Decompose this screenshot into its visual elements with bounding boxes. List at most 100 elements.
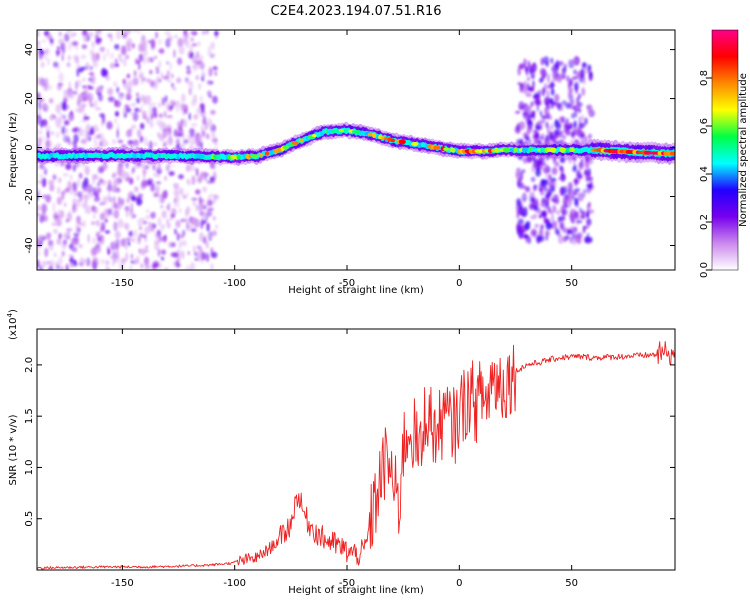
spectrogram-noise-blob [96,181,101,188]
spectrogram-noise-blob [153,172,156,177]
spectrogram-noise-blob [183,108,186,114]
spectrogram-ridge-peak [513,147,518,153]
spectrogram-noise-blob [176,263,181,268]
spectrogram-noise-blob [125,107,132,113]
spectrogram-noise-blob [64,187,70,193]
spectrogram-noise-blob [572,59,578,64]
spectrogram-noise-blob [190,37,195,42]
spectrogram-noise-blob [545,187,550,195]
spectrogram-noise-blob [97,93,103,102]
spectrogram-noise-blob [180,118,184,126]
spectrogram-noise-blob [37,248,41,258]
spectrogram-noise-blob [577,205,579,209]
spectrogram-noise-blob [118,196,121,205]
spectrogram-noise-blob [132,111,139,122]
spectrogram-noise-blob [214,142,218,147]
spectrogram-noise-blob [138,62,141,71]
spectrogram-noise-blob [43,103,48,109]
spectrogram-noise-blob [130,102,137,107]
spectrogram-noise-blob [122,107,126,116]
spectrogram-noise-blob [75,201,81,207]
snr-y-axis-label: SNR (10 * v/v) [8,414,19,485]
spectrogram-noise-blob [189,127,195,138]
spectrogram-noise-blob [115,248,120,256]
spectrogram-noise-blob [156,119,163,127]
spectrogram-noise-blob [148,140,153,151]
spectrogram-noise-blob [77,93,83,103]
spectrogram-noise-blob [157,235,162,243]
spectrogram-noise-blob [39,173,43,179]
spectrogram-noise-blob [191,197,198,201]
spectrogram-ridge-peak [299,138,304,143]
spectrogram-noise-blob [539,110,543,117]
spectrogram-noise-blob [112,212,119,217]
spectrogram-noise-blob [65,219,69,223]
spectrogram-noise-blob [114,242,120,250]
spectrogram-noise-blob [540,136,544,141]
spectrogram-noise-blob [83,177,89,188]
spectrogram-noise-blob [562,236,567,243]
spectrogram-noise-blob [89,65,94,71]
spectrogram-noise-blob [102,161,108,171]
spectrogram-noise-blob [88,31,94,38]
spectrogram-noise-blob [567,182,573,190]
spectrogram-noise-blob [125,93,132,98]
spectrogram-noise-blob [552,185,555,193]
spectrogram-noise-blob [164,267,169,270]
spectrogram-noise-blob [96,237,102,242]
spectrogram-noise-blob [208,66,213,76]
spectrogram-noise-blob [194,251,198,256]
spectrogram-noise-blob [126,41,131,49]
spectrogram-noise-blob [116,86,120,93]
spectrogram-noise-blob [155,31,159,39]
spectrogram-noise-blob [124,104,130,109]
spectrogram-noise-blob [538,119,544,124]
snr-y-ticks: 0.5 1.0 1.5 2.0 [24,357,675,527]
spectrogram-noise-blob [110,52,114,60]
spectrogram-noise-blob [558,61,564,66]
spectrogram-noise-blob [81,103,87,108]
spectrogram-noise-blob [205,240,209,249]
spectrogram-noise-blob [70,174,73,181]
spectrogram-noise-blob [62,173,69,177]
spectrogram-noise-blob [93,99,98,108]
spectrogram-noise-blob [73,133,79,143]
spectrogram-noise-blob [78,244,83,249]
spectrogram-ridge-peak [220,154,226,160]
spectrogram-noise-blob [150,183,156,192]
spectrogram-noise-blob [189,44,194,52]
spectrogram-x-axis-label: Height of straight line (km) [288,285,424,296]
spectrogram-noise-blob [90,74,96,85]
spectrogram-noise-blob [163,110,167,118]
spectrogram-noise-blob [49,139,53,149]
spectrogram-noise-blob [64,202,67,207]
spectrogram-noise-blob [115,111,119,117]
spectrogram-noise-blob [76,198,83,203]
spectrogram-noise-blob [97,241,102,247]
spectrogram-noise-blob [141,80,144,85]
spectrogram-noise-blob [58,72,64,82]
spectrogram-noise-blob [59,113,64,120]
spectrogram-noise-blob [61,53,64,62]
spectrogram-noise-blob [41,177,47,188]
spectrogram-noise-blob [110,33,113,43]
spectrogram-noise-blob [196,41,201,47]
spectrogram-noise-blob [57,82,64,87]
spectrogram-noise-blob [106,121,113,130]
spectrogram-noise-blob [113,202,118,209]
spectrogram-panel: -150 -100 -50 0 50 -40 -20 0 20 40 Height of str… [8,29,676,296]
spectrogram-noise-blob [176,202,180,208]
spectrogram-noise-blob [56,49,59,58]
spectrogram-noise-blob [198,82,202,90]
spectrogram-noise-blob [123,57,127,67]
spectrogram-x-tick-label: -150 [111,278,134,289]
spectrogram-noise-blob [215,224,218,229]
spectrogram-noise-blob [153,192,159,198]
spectrogram-noise-blob [37,136,43,146]
spectrogram-noise-blob [564,63,567,73]
spectrogram-noise-blob [121,198,125,206]
spectrogram-noise-blob [104,218,108,223]
spectrogram-noise-blob [114,58,118,64]
spectrogram-noise-blob [87,92,91,100]
spectrogram-noise-blob [163,141,167,148]
